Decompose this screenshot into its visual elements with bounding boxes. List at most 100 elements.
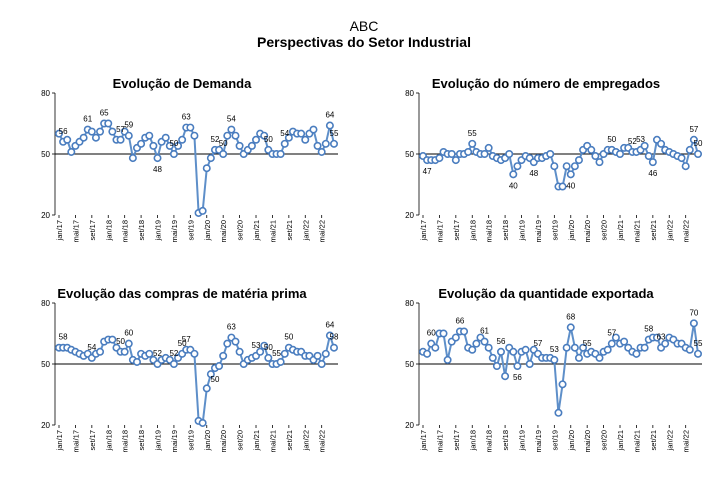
data-point [264,353,273,362]
data-point [198,206,207,215]
data-label: 58 [330,333,339,342]
data-point [206,370,215,379]
x-tick-label: jan/22 [665,430,674,451]
data-label: 53 [252,341,261,350]
x-tick-label: mai/21 [632,220,641,243]
data-label: 50 [694,139,703,148]
data-label: 55 [272,349,281,358]
data-point [329,343,338,352]
data-point [509,170,518,179]
data-point [96,127,105,136]
data-point [595,158,604,167]
x-tick-label: jan/21 [616,430,625,451]
x-tick-label: set/19 [550,220,559,240]
x-tick-label: mai/18 [485,430,494,453]
data-point [513,162,522,171]
data-point [219,351,228,360]
y-tick-label: 20 [41,421,50,430]
data-point [67,147,76,156]
x-tick-label: jan/18 [468,220,477,241]
data-point [202,164,211,173]
data-label: 55 [330,129,339,138]
x-tick-label: mai/21 [268,220,277,243]
data-point [562,343,571,352]
data-point [685,345,694,354]
data-point [468,139,477,148]
x-tick-label: mai/21 [268,430,277,453]
y-tick-label: 20 [405,211,414,220]
x-tick-label: set/21 [649,430,658,450]
data-point [280,139,289,148]
data-label: 54 [280,129,289,138]
x-tick-label: set/17 [88,220,97,240]
data-point [104,119,113,128]
data-label: 68 [566,312,575,321]
data-label: 50 [169,139,178,148]
data-point [431,343,440,352]
data-point [554,408,563,417]
data-point [451,333,460,342]
x-tick-label: mai/20 [583,220,592,243]
data-point [247,141,256,150]
x-tick-label: set/21 [285,430,294,450]
data-label: 48 [529,169,538,178]
data-point [546,150,555,159]
data-label: 50 [264,135,273,144]
data-point [223,131,232,140]
data-point [661,339,670,348]
data-label: 56 [513,373,522,382]
data-point [301,135,310,144]
data-point [190,131,199,140]
data-label: 54 [227,115,236,124]
data-label: 59 [124,121,133,130]
data-point [276,150,285,159]
x-tick-label: jan/20 [567,430,576,451]
x-tick-label: set/18 [501,220,510,240]
data-point [603,345,612,354]
data-label: 57 [607,329,616,338]
y-tick-label: 20 [405,421,414,430]
chart-panel-exportacao: Evolução da quantidade exportada 20 50 80 ja… [364,272,728,492]
data-label: 50 [219,139,228,148]
x-tick-label: jan/21 [616,220,625,241]
x-tick-label: set/18 [501,430,510,450]
data-point [657,139,666,148]
x-tick-label: set/18 [137,430,146,450]
data-point [63,135,72,144]
data-point [145,349,154,358]
data-point [693,349,702,358]
data-point [689,135,698,144]
data-point [96,347,105,356]
data-point [165,141,174,150]
data-point [574,353,583,362]
data-point [685,145,694,154]
data-point [574,156,583,165]
data-point [280,349,289,358]
data-label: 63 [657,333,666,342]
data-point [616,150,625,159]
x-tick-label: set/17 [88,430,97,450]
data-point [521,345,530,354]
data-point [284,133,293,142]
data-point [235,347,244,356]
x-tick-label: set/21 [649,220,658,240]
data-point [169,150,178,159]
data-point [443,355,452,364]
x-tick-label: jan/22 [665,220,674,241]
data-point [423,349,432,358]
x-tick-label: jan/20 [567,220,576,241]
data-point [174,141,183,150]
data-point [149,141,158,150]
chart-exportacao: Evolução da quantidade exportada 20 50 80 ja… [405,286,703,453]
data-point [480,150,489,159]
data-point [587,145,596,154]
data-point [321,139,330,148]
data-point [595,353,604,362]
x-tick-label: mai/17 [71,430,80,453]
x-tick-label: mai/17 [435,220,444,243]
data-point [169,360,178,369]
x-tick-label: jan/20 [203,220,212,241]
data-point [570,343,579,352]
x-tick-label: mai/19 [170,430,179,453]
data-label: 50 [211,375,220,384]
